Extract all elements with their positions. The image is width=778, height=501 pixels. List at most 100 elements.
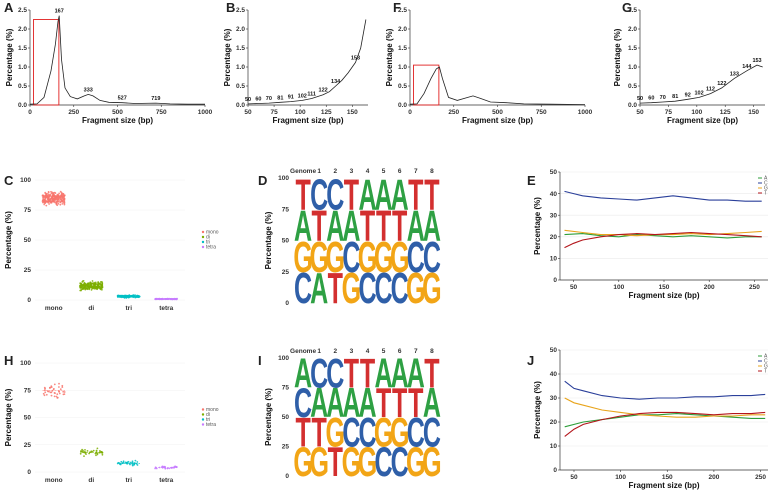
data-point xyxy=(44,391,47,394)
x-tick-label: di xyxy=(88,305,94,312)
y-tick-label: 50 xyxy=(282,414,290,421)
logo-letter-A: A xyxy=(391,170,409,219)
data-point xyxy=(96,286,99,289)
data-point xyxy=(93,281,95,284)
logo-letter-G: G xyxy=(374,233,394,282)
y-tick-label: 100 xyxy=(278,355,289,362)
logo-letter-T: T xyxy=(392,201,407,250)
data-label: 81 xyxy=(277,95,283,101)
logo-letter-A: A xyxy=(310,264,328,313)
logo-letter-T: T xyxy=(424,170,439,219)
series-line-G xyxy=(564,397,766,418)
y-axis-label: Percentage (%) xyxy=(223,28,232,86)
logo-letter-A: A xyxy=(342,201,360,250)
position-label: 7 xyxy=(414,348,418,355)
data-point xyxy=(62,194,64,197)
data-point xyxy=(50,394,53,397)
data-label: 719 xyxy=(151,96,160,102)
logo-letter-T: T xyxy=(392,381,407,427)
data-point xyxy=(60,198,62,200)
data-point xyxy=(57,202,60,205)
y-tick-label: 1.5 xyxy=(628,45,637,52)
data-point xyxy=(94,287,97,290)
data-label: 527 xyxy=(118,96,127,102)
data-point xyxy=(131,463,134,466)
y-tick-label: 0.0 xyxy=(236,102,245,109)
data-label: 102 xyxy=(298,93,307,99)
x-tick-label: 100 xyxy=(613,284,624,291)
data-point xyxy=(58,199,60,202)
y-tick-label: 25 xyxy=(282,444,290,451)
y-tick-label: 50 xyxy=(550,347,558,354)
logo-letter-C: C xyxy=(423,410,441,456)
x-axis-label: Fragment size (bp) xyxy=(272,116,343,125)
logo-letter-T: T xyxy=(408,170,423,219)
data-point xyxy=(58,390,60,393)
position-label: 4 xyxy=(366,348,370,355)
data-point xyxy=(53,395,56,398)
y-tick-label: 0 xyxy=(285,300,289,307)
data-point xyxy=(58,392,61,395)
position-label: 4 xyxy=(366,168,370,175)
y-axis-label: Percentage (%) xyxy=(385,28,394,86)
y-tick-label: 75 xyxy=(24,387,32,394)
data-point xyxy=(41,201,44,204)
data-point xyxy=(82,283,85,286)
data-point xyxy=(90,289,93,291)
logo-letter-G: G xyxy=(422,264,442,313)
data-label: 91 xyxy=(288,95,294,101)
panel-label-E: E xyxy=(527,173,536,188)
legend-key xyxy=(201,230,205,234)
logo-letter-A: A xyxy=(358,170,376,219)
panel-label-A: A xyxy=(4,0,14,15)
data-point xyxy=(83,282,86,285)
x-axis-label: Fragment size (bp) xyxy=(462,116,533,125)
data-point xyxy=(61,386,64,388)
data-point xyxy=(164,467,167,470)
position-label: 3 xyxy=(350,168,354,175)
x-tick-label: tetra xyxy=(159,477,173,484)
data-point xyxy=(59,201,62,203)
data-point xyxy=(61,203,64,205)
data-point xyxy=(51,197,53,200)
legend-key xyxy=(201,418,205,421)
data-point xyxy=(166,467,169,470)
logo-letter-T: T xyxy=(424,351,439,397)
data-point xyxy=(44,387,46,390)
data-point xyxy=(63,195,66,198)
data-point xyxy=(127,296,130,299)
data-point xyxy=(57,195,60,198)
y-tick-label: 0.0 xyxy=(628,102,637,109)
y-tick-label: 0.5 xyxy=(236,83,245,90)
data-point xyxy=(168,467,171,470)
position-label: 8 xyxy=(430,348,434,355)
logo-letter-T: T xyxy=(295,410,310,456)
data-point xyxy=(79,286,81,289)
legend-key xyxy=(201,413,205,416)
y-tick-label: 1.0 xyxy=(18,64,27,71)
logo-letter-A: A xyxy=(294,351,312,397)
data-point xyxy=(86,450,89,452)
data-point xyxy=(63,198,66,200)
x-tick-label: 200 xyxy=(708,474,719,481)
y-tick-label: 100 xyxy=(20,360,31,367)
logo-letter-T: T xyxy=(328,440,343,486)
y-tick-label: 0.0 xyxy=(18,102,27,109)
data-point xyxy=(83,455,85,457)
data-point xyxy=(94,284,96,287)
data-point xyxy=(63,203,66,206)
data-label: 134 xyxy=(331,79,341,85)
data-point xyxy=(96,288,98,291)
x-tick-label: 50 xyxy=(244,109,252,116)
data-point xyxy=(80,289,82,292)
x-tick-label: 0 xyxy=(408,109,412,116)
data-point xyxy=(124,461,127,464)
data-point xyxy=(134,296,136,298)
y-tick-label: 0.5 xyxy=(18,83,27,90)
logo-letter-G: G xyxy=(374,410,393,456)
data-point xyxy=(101,453,104,456)
logo-letter-T: T xyxy=(312,410,327,456)
data-point xyxy=(134,459,137,462)
